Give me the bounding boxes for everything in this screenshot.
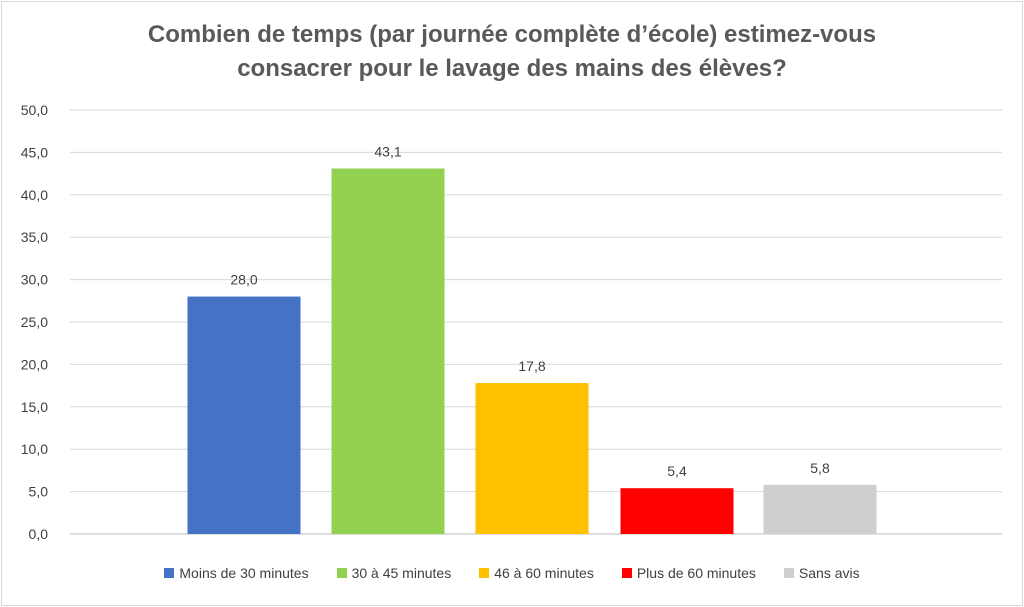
y-tick-label: 10,0 xyxy=(21,441,48,457)
bar xyxy=(187,296,301,534)
legend-label: Moins de 30 minutes xyxy=(179,565,309,581)
y-axis-ticks: 0,0 5,0 10,0 15,0 20,0 25,0 30,0 35,0 40,0 45,0 50… xyxy=(21,102,48,542)
y-tick-label: 20,0 xyxy=(21,356,48,372)
legend-label: 30 à 45 minutes xyxy=(351,565,452,581)
y-tick-label: 35,0 xyxy=(21,229,48,245)
data-label: 43,1 xyxy=(374,144,401,160)
bar xyxy=(763,484,877,534)
legend-swatch xyxy=(479,568,490,578)
y-tick-label: 40,0 xyxy=(21,187,48,203)
chart-title-line-2: consacrer pour le lavage des mains des é… xyxy=(237,55,787,82)
y-tick-label: 30,0 xyxy=(21,272,48,288)
legend-swatch xyxy=(164,568,175,578)
legend-swatch xyxy=(783,568,794,578)
data-label: 17,8 xyxy=(518,358,545,374)
y-tick-label: 5,0 xyxy=(29,484,49,500)
y-tick-label: 25,0 xyxy=(21,314,48,330)
legend-item: 30 à 45 minutes xyxy=(336,565,452,581)
data-label: 5,8 xyxy=(810,460,830,476)
legend-label: Plus de 60 minutes xyxy=(636,565,756,581)
chart-title: Combien de temps (par journée complète d… xyxy=(0,18,1024,86)
legend-item: Plus de 60 minutes xyxy=(621,565,756,581)
legend-item: Sans avis xyxy=(783,565,860,581)
bar xyxy=(620,488,734,534)
y-tick-label: 15,0 xyxy=(21,399,48,415)
chart-title-line-1: Combien de temps (par journée complète d… xyxy=(147,21,877,48)
y-tick-label: 45,0 xyxy=(21,144,48,160)
legend-item: 46 à 60 minutes xyxy=(479,565,594,581)
bar xyxy=(475,383,589,534)
data-label: 28,0 xyxy=(230,272,257,288)
legend-swatch xyxy=(336,568,347,578)
legend-item: Moins de 30 minutes xyxy=(164,565,309,581)
legend-label: 46 à 60 minutes xyxy=(494,565,594,581)
y-tick-label: 0,0 xyxy=(29,526,49,542)
data-labels: 28,0 43,1 17,8 5,4 5,8 xyxy=(230,144,830,480)
bars xyxy=(187,168,877,534)
legend-swatch xyxy=(621,568,632,578)
legend-label: Sans avis xyxy=(798,565,860,581)
bar xyxy=(331,168,445,534)
data-label: 5,4 xyxy=(667,463,687,479)
y-tick-label: 50,0 xyxy=(21,102,48,118)
legend: Moins de 30 minutes 30 à 45 minutes 46 à 6… xyxy=(0,565,1024,581)
